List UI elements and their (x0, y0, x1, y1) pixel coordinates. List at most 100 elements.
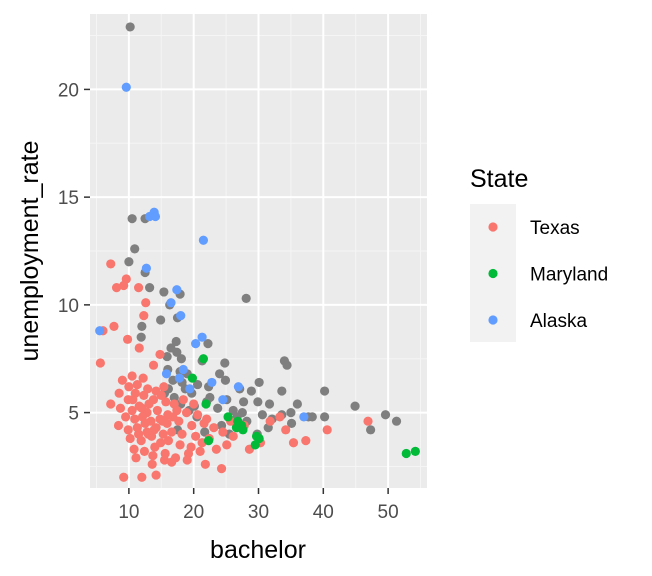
point-texas (211, 444, 221, 454)
point-other (172, 347, 182, 357)
point-alaska (198, 235, 209, 245)
legend-key-maryland (488, 268, 498, 279)
point-maryland (223, 412, 233, 422)
point-alaska (218, 395, 228, 405)
point-alaska (121, 82, 131, 92)
point-alaska (178, 364, 188, 375)
point-other (220, 358, 230, 368)
point-texas (139, 446, 150, 456)
point-texas (202, 414, 212, 424)
point-other (238, 397, 249, 407)
x-axis-ticks: 10 20 30 40 50 (118, 488, 399, 523)
legend-items: Texas Maryland Alaska (488, 218, 608, 332)
point-texas (132, 379, 142, 390)
point-texas (150, 442, 160, 452)
point-texas (159, 455, 170, 465)
point-other (145, 283, 155, 293)
point-other (350, 401, 360, 411)
point-other (215, 369, 225, 379)
point-maryland (201, 399, 211, 409)
point-texas (195, 446, 205, 456)
point-texas (121, 412, 131, 422)
point-other (277, 386, 287, 396)
point-texas (113, 420, 124, 431)
point-texas (139, 390, 149, 400)
legend-label-texas: Texas (530, 218, 580, 239)
point-texas (265, 416, 275, 426)
point-alaska (174, 373, 185, 383)
point-texas (216, 464, 227, 474)
point-other (200, 427, 210, 437)
point-texas (181, 407, 192, 418)
legend-label-alaska: Alaska (530, 311, 587, 332)
x-tick-label: 20 (183, 502, 204, 523)
point-texas (124, 382, 134, 392)
x-tick-label: 10 (118, 502, 139, 523)
point-texas (144, 399, 154, 409)
point-other (156, 315, 166, 325)
point-texas (119, 472, 129, 482)
point-texas (167, 457, 177, 467)
point-other (136, 332, 146, 342)
point-texas (192, 410, 203, 420)
point-maryland (410, 446, 420, 456)
point-other (292, 399, 302, 409)
point-other (220, 375, 231, 385)
point-alaska (185, 384, 195, 394)
point-texas (281, 425, 291, 435)
point-alaska (176, 311, 186, 321)
point-other (366, 425, 376, 435)
point-texas (157, 416, 168, 426)
legend-label-maryland: Maryland (530, 265, 608, 286)
point-other (130, 244, 140, 254)
point-other (286, 407, 296, 418)
point-other (282, 360, 292, 370)
point-texas (301, 436, 311, 446)
point-texas (156, 390, 166, 400)
point-texas (141, 298, 151, 308)
point-texas (228, 431, 238, 441)
point-texas (123, 425, 133, 435)
point-texas (125, 433, 135, 444)
point-other (320, 386, 330, 396)
point-other (203, 339, 213, 349)
point-other (213, 403, 223, 413)
y-tick-label: 10 (58, 296, 79, 317)
point-alaska (161, 369, 172, 379)
point-texas (275, 412, 285, 422)
legend-title: State (470, 165, 528, 193)
point-other (127, 214, 137, 224)
point-texas (121, 274, 131, 284)
point-other (246, 386, 256, 396)
point-texas (115, 403, 126, 413)
point-alaska (166, 298, 176, 308)
point-texas (159, 382, 169, 392)
point-texas (117, 375, 128, 385)
point-maryland (401, 448, 411, 459)
point-texas (106, 399, 116, 409)
legend: State Texas Maryland Alaska (470, 165, 608, 342)
point-texas (189, 399, 199, 409)
x-tick-label: 50 (378, 502, 399, 523)
point-other (380, 410, 391, 420)
point-alaska (141, 263, 151, 273)
point-maryland (250, 440, 260, 450)
point-texas (111, 283, 122, 293)
point-texas (127, 405, 137, 416)
point-other (169, 392, 179, 403)
legend-key-alaska (488, 315, 498, 325)
point-texas (149, 425, 159, 435)
point-texas (137, 403, 147, 413)
point-alaska (299, 412, 309, 422)
point-texas (183, 448, 194, 459)
point-other (320, 412, 330, 422)
point-alaska (207, 377, 217, 388)
point-texas (95, 358, 105, 368)
point-texas (134, 283, 144, 293)
point-texas (161, 397, 171, 407)
x-tick-label: 40 (313, 502, 334, 523)
point-other (192, 379, 203, 390)
point-texas (138, 373, 148, 383)
point-texas (122, 334, 133, 344)
